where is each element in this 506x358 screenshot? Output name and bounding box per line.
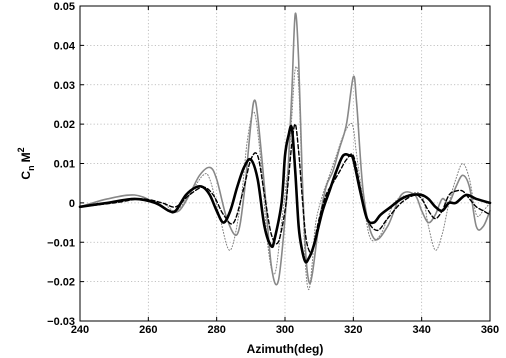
y-tick-label: 0.03 (54, 80, 75, 92)
series-line-3 (79, 123, 491, 254)
tick-marks (79, 5, 491, 322)
y-axis-label: CnM2 (16, 147, 36, 179)
y-tick-labels: −0.03 −0.02 −0.01 0 0.01 0.02 0.03 0.04 0.05 (47, 1, 76, 328)
x-tick-label: 340 (412, 324, 430, 336)
y-axis-label-sub: n (26, 165, 36, 171)
y-axis-label-base: C (19, 171, 33, 180)
y-tick-label: 0.05 (54, 1, 75, 13)
x-tick-labels: 240 260 280 300 320 340 360 (71, 324, 499, 336)
y-axis-label-mid: M (19, 152, 33, 162)
x-tick-label: 280 (207, 324, 225, 336)
x-tick-label: 240 (71, 324, 89, 336)
y-tick-label: 0.02 (54, 119, 75, 131)
y-tick-label: −0.01 (47, 237, 75, 249)
y-tick-label: 0.04 (54, 40, 76, 52)
series-line-2 (79, 12, 491, 286)
series-line-1 (79, 66, 491, 291)
x-tick-label: 300 (276, 324, 294, 336)
series-line-4 (78, 124, 492, 264)
x-tick-label: 360 (481, 324, 499, 336)
y-axis-label-sup: 2 (16, 147, 26, 152)
x-tick-label: 260 (139, 324, 157, 336)
y-tick-label: −0.03 (47, 316, 75, 328)
y-tick-label: −0.02 (47, 277, 75, 289)
y-tick-label: 0.01 (54, 159, 75, 171)
y-tick-label: 0 (69, 198, 75, 210)
x-axis-label: Azimuth(deg) (247, 342, 324, 356)
series-group (78, 12, 492, 291)
x-tick-label: 320 (344, 324, 362, 336)
